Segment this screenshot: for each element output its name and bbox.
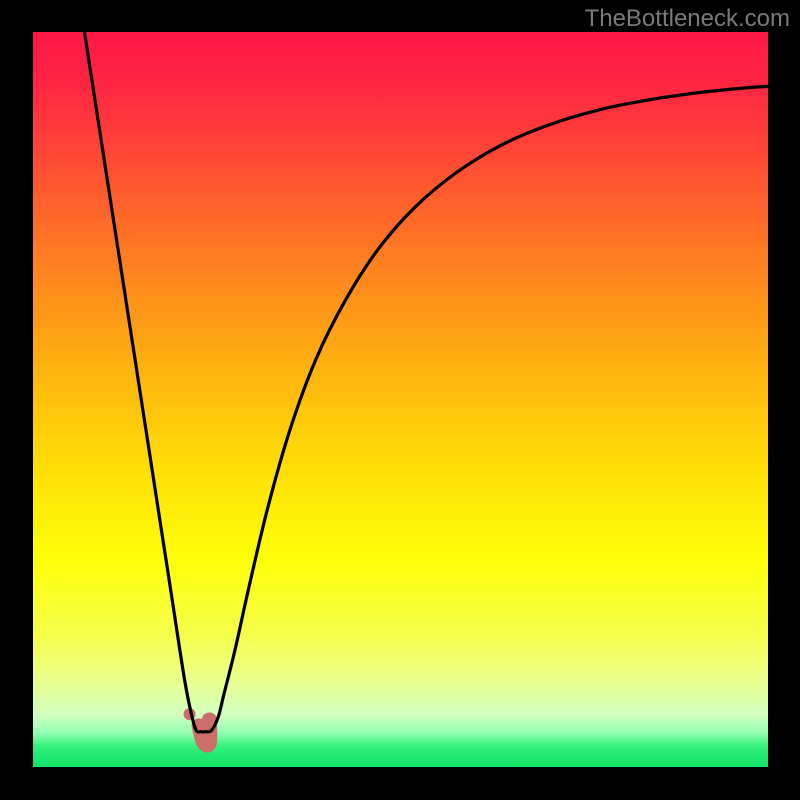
watermark-text: TheBottleneck.com <box>585 5 790 33</box>
plot-area <box>33 32 768 767</box>
chart-root: TheBottleneck.com <box>0 0 800 800</box>
bottleneck-chart <box>0 0 800 800</box>
